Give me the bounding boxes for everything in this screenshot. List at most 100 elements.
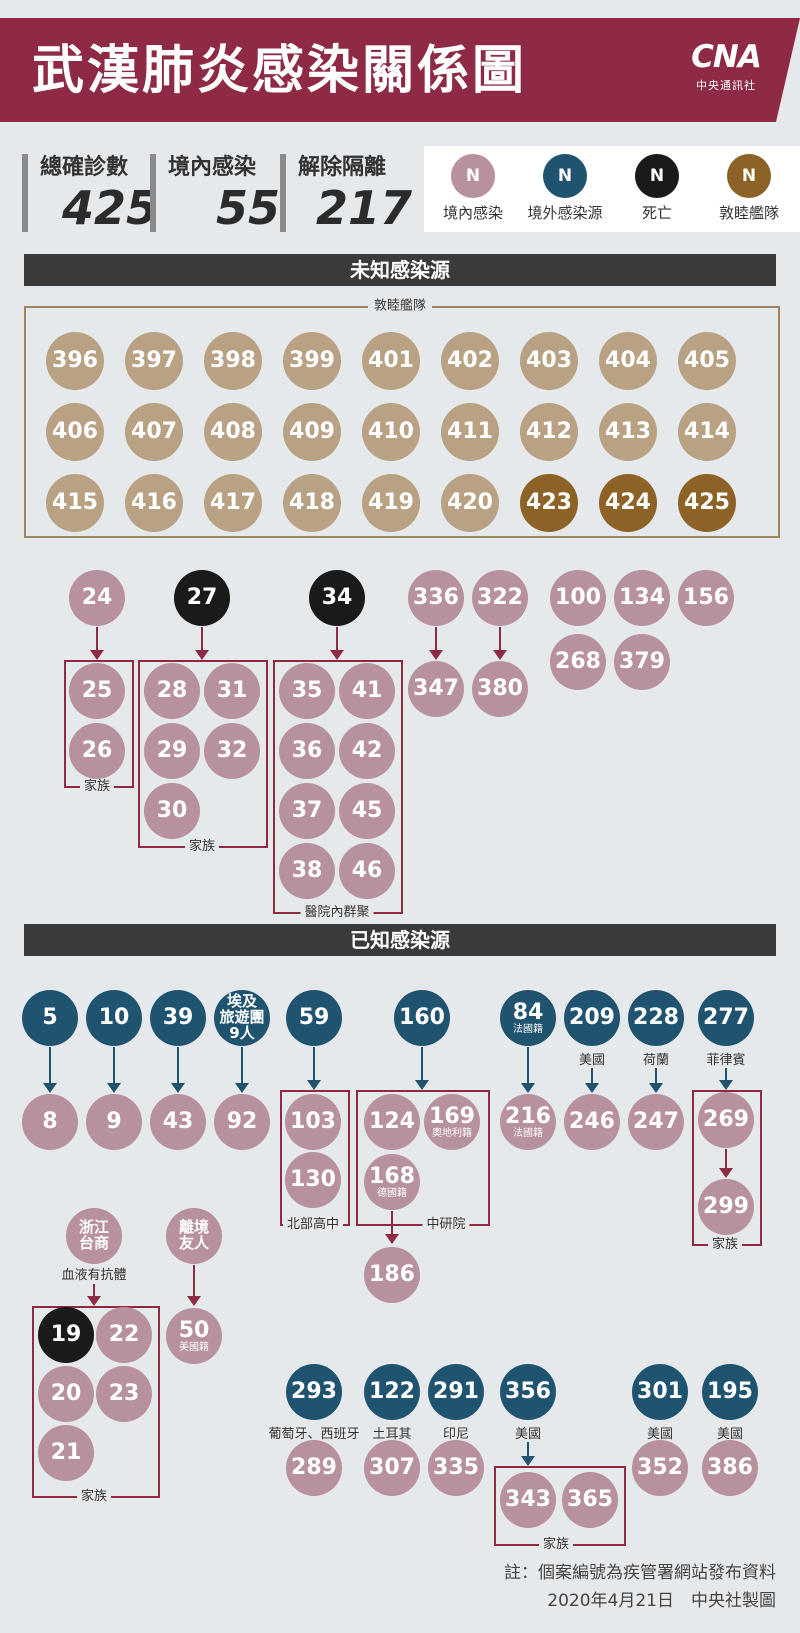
source-node: 336: [408, 570, 464, 626]
fleet-case-node: 404: [599, 332, 657, 390]
case-node: 289: [286, 1440, 342, 1496]
case-node: 21: [38, 1425, 94, 1481]
case-number: 408: [210, 419, 256, 445]
source-node: 356: [500, 1364, 556, 1420]
source-node: 122: [364, 1364, 420, 1420]
case-number: 379: [619, 649, 665, 675]
case-node: 365: [562, 1472, 618, 1528]
title-banner: [0, 18, 800, 122]
case-number: 403: [526, 348, 572, 374]
arrow-connector: [307, 1047, 321, 1090]
case-number: 134: [619, 585, 665, 611]
case-node: 25: [69, 663, 125, 719]
stat-label: 境內感染: [168, 155, 257, 180]
case-number: 405: [684, 348, 730, 374]
case-number: 26: [81, 738, 113, 764]
arrow-connector: [90, 627, 104, 660]
group-caption: 家族: [707, 1233, 743, 1252]
case-note: 美國籍: [179, 1341, 209, 1353]
case-node: 380: [472, 661, 528, 717]
origin-label: 荷蘭: [642, 1053, 670, 1068]
case-number: 103: [290, 1109, 336, 1135]
fleet-case-node: 396: [46, 332, 104, 390]
case-node: 38: [279, 843, 335, 899]
stat-released: 解除隔離 217: [280, 154, 412, 234]
stat-total: 總確診數 425: [22, 154, 158, 234]
arrow-connector: [87, 1284, 101, 1306]
case-node: 37: [279, 783, 335, 839]
case-note: 法國籍: [513, 1023, 543, 1035]
case-number: 380: [477, 676, 523, 702]
case-node: 343: [500, 1472, 556, 1528]
case-number: 27: [186, 585, 218, 611]
case-number: 92: [226, 1109, 258, 1135]
case-number: 29: [156, 738, 188, 764]
arrow-connector: [107, 1047, 121, 1093]
source-node: 228: [628, 990, 684, 1046]
source-node: 24: [69, 570, 125, 626]
fleet-case-node: 414: [678, 403, 736, 461]
case-number: 409: [289, 419, 335, 445]
source-label-line: 台商: [78, 1234, 109, 1252]
case-node: 216 法國籍: [500, 1094, 556, 1150]
fleet-case-node: 415: [46, 474, 104, 532]
case-number: 228: [633, 1005, 679, 1031]
case-number: 50: [178, 1317, 210, 1343]
case-node: 100: [550, 570, 606, 626]
legend-item-death: N 死亡: [612, 154, 702, 223]
case-number: 37: [291, 798, 323, 824]
fleet-group-caption: 敦睦艦隊: [367, 294, 433, 314]
case-node: 23: [96, 1366, 152, 1422]
case-number: 407: [131, 419, 177, 445]
source-node: 293: [286, 1364, 342, 1420]
case-number: 124: [369, 1109, 415, 1135]
case-number: 34: [321, 585, 353, 611]
case-number: 412: [526, 419, 572, 445]
case-number: 399: [289, 348, 335, 374]
case-number: 28: [156, 678, 188, 704]
case-node: 28: [144, 663, 200, 719]
case-number: 23: [108, 1381, 140, 1407]
case-node: 41: [339, 663, 395, 719]
source-node: 277: [698, 990, 754, 1046]
case-number: 38: [291, 858, 323, 884]
fleet-case-node: 413: [599, 403, 657, 461]
source-node: 離境 友人: [166, 1208, 222, 1264]
fleet-case-node: 418: [283, 474, 341, 532]
case-number: 25: [81, 678, 113, 704]
case-number: 277: [703, 1005, 749, 1031]
case-node: 29: [144, 723, 200, 779]
group-caption: 家族: [76, 1485, 112, 1504]
case-node: 103: [285, 1094, 341, 1150]
case-number: 45: [351, 798, 383, 824]
case-number: 425: [684, 490, 730, 516]
arrow-connector: [429, 627, 443, 660]
case-number: 36: [291, 738, 323, 764]
case-node: 92: [214, 1094, 270, 1150]
source-label-line: 離境: [178, 1218, 209, 1237]
fleet-case-node: 406: [46, 403, 104, 461]
legend-label: 敦睦艦隊: [718, 204, 779, 222]
arrow-connector: [43, 1047, 57, 1093]
case-number: 419: [368, 490, 414, 516]
arrow-connector: [195, 627, 209, 660]
case-number: 356: [505, 1379, 551, 1405]
case-node: 8: [22, 1094, 78, 1150]
logo-mark: CNA: [691, 39, 762, 75]
fleet-case-node: 424: [599, 474, 657, 532]
case-note: 法國籍: [513, 1127, 543, 1139]
source-node: 埃及 旅遊團 9人: [214, 990, 270, 1046]
footer-credit: 2020年4月21日 中央社製圖: [547, 1591, 776, 1611]
case-node: 186: [364, 1247, 420, 1303]
case-node: 168 德國籍: [364, 1154, 420, 1210]
case-number: 100: [555, 585, 601, 611]
section-known-source: 已知感染源: [24, 924, 776, 956]
case-number: 8: [42, 1109, 58, 1135]
case-node: 335: [428, 1440, 484, 1496]
legend-label: 境內感染: [442, 204, 503, 222]
source-node: 84 法國籍: [500, 990, 556, 1046]
case-number: 169: [429, 1103, 475, 1129]
fleet-case-node: 425: [678, 474, 736, 532]
fleet-case-node: 407: [125, 403, 183, 461]
case-node: 22: [96, 1307, 152, 1363]
